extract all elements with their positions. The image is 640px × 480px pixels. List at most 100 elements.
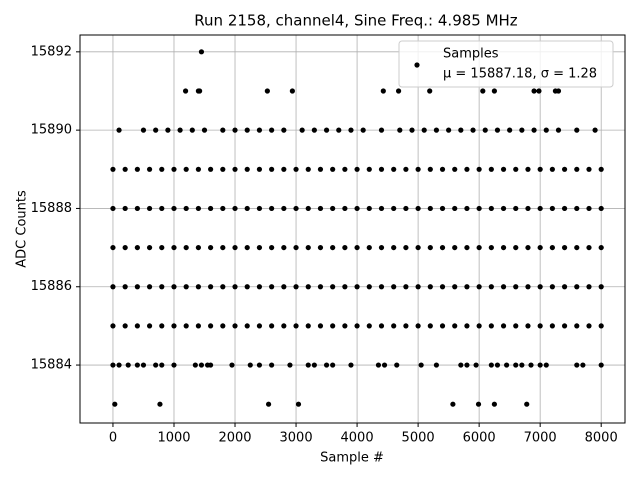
point [375, 362, 382, 368]
point [134, 205, 140, 212]
point [494, 127, 501, 133]
point [561, 323, 568, 329]
point [427, 205, 433, 212]
point [415, 205, 421, 212]
point [360, 127, 366, 133]
point [525, 205, 531, 212]
point [256, 166, 263, 172]
point [342, 323, 348, 329]
point [305, 205, 311, 212]
plot-frame [79, 34, 626, 424]
point [598, 244, 604, 251]
point [134, 284, 140, 290]
point [537, 166, 543, 172]
point [574, 205, 580, 212]
point [598, 323, 604, 329]
point [110, 166, 116, 172]
point [208, 205, 214, 212]
point [519, 362, 525, 368]
point [409, 127, 415, 133]
point [513, 323, 519, 329]
point [330, 362, 336, 368]
point [366, 244, 372, 251]
point [281, 127, 287, 133]
point [391, 205, 397, 212]
point [500, 244, 507, 251]
point [146, 205, 153, 212]
point [366, 166, 372, 172]
point [415, 323, 421, 329]
point [528, 362, 534, 368]
point [293, 205, 299, 212]
point [513, 244, 519, 251]
point [525, 166, 531, 172]
point [287, 362, 293, 368]
point [513, 205, 519, 212]
point [208, 362, 214, 368]
point [122, 166, 128, 172]
point [317, 284, 324, 290]
x-tick-label: 7000 [524, 431, 557, 446]
x-tick-label: 8000 [585, 431, 618, 446]
point [281, 244, 287, 251]
x-tick-label: 2000 [218, 431, 251, 446]
point [394, 362, 400, 368]
point [427, 244, 433, 251]
point [366, 205, 372, 212]
point [134, 323, 140, 329]
point [232, 127, 238, 133]
point [525, 284, 531, 290]
point [488, 362, 494, 368]
point [293, 166, 299, 172]
point [159, 362, 165, 368]
point [488, 166, 494, 172]
point [464, 362, 470, 368]
point [281, 166, 287, 172]
point [403, 284, 409, 290]
point [418, 362, 424, 368]
point [281, 323, 287, 329]
point [299, 127, 305, 133]
point [195, 244, 201, 251]
point [146, 323, 153, 329]
point [427, 284, 433, 290]
point [330, 205, 336, 212]
point [366, 284, 372, 290]
point [513, 362, 519, 368]
point [452, 166, 458, 172]
x-tick-label: 3000 [280, 431, 313, 446]
y-tick-label: 15888 [31, 201, 72, 216]
point [244, 127, 250, 133]
point [378, 166, 385, 172]
point [305, 362, 311, 368]
point [192, 362, 198, 368]
point [348, 127, 354, 133]
point [244, 205, 250, 212]
point [159, 166, 165, 172]
point [171, 362, 177, 368]
point [549, 166, 555, 172]
point [220, 323, 226, 329]
point [592, 127, 598, 133]
point [488, 323, 494, 329]
point [433, 127, 440, 133]
point [354, 205, 360, 212]
point [464, 244, 470, 251]
point [244, 244, 250, 251]
point [336, 127, 342, 133]
point [208, 166, 214, 172]
point [415, 284, 421, 290]
point [140, 362, 147, 368]
point [265, 401, 272, 407]
point [439, 166, 446, 172]
point [146, 166, 153, 172]
point [403, 166, 409, 172]
y-tick-label: 15886 [31, 279, 72, 294]
point [439, 244, 446, 251]
point [281, 205, 287, 212]
point [110, 205, 116, 212]
point [586, 284, 592, 290]
series [110, 49, 604, 407]
point [159, 205, 165, 212]
point [183, 166, 189, 172]
